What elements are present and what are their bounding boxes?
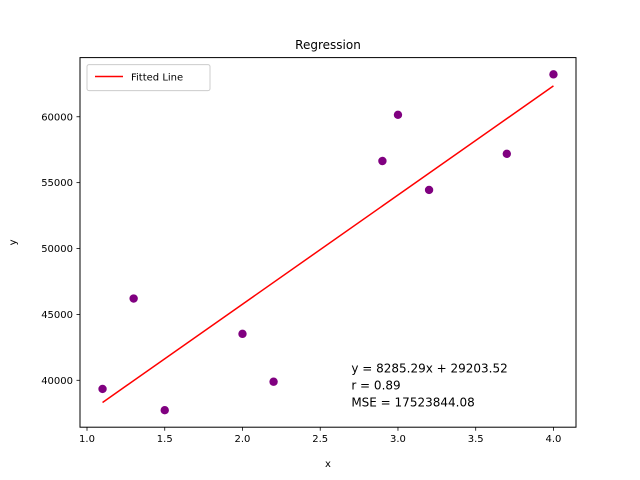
x-tick-label: 3.5 bbox=[468, 434, 484, 445]
scatter-point bbox=[238, 329, 247, 339]
y-axis: 40000 45000 50000 55000 60000 bbox=[41, 112, 80, 387]
x-tick-label: 2.5 bbox=[312, 434, 328, 445]
annotation-r: r = 0.89 bbox=[351, 379, 400, 393]
x-tick-label: 1.0 bbox=[79, 434, 95, 445]
y-tick-label: 45000 bbox=[41, 310, 73, 321]
x-tick-label: 2.0 bbox=[235, 434, 251, 445]
scatter-point bbox=[393, 110, 403, 119]
scatter-point bbox=[98, 384, 107, 394]
scatter-point bbox=[160, 405, 169, 415]
y-tick-label: 50000 bbox=[41, 244, 73, 255]
annotation-mse: MSE = 17523844.08 bbox=[351, 396, 474, 410]
plot-area bbox=[98, 70, 558, 415]
y-tick-label: 60000 bbox=[41, 112, 73, 123]
legend: Fitted Line bbox=[86, 64, 211, 92]
y-tick-label: 55000 bbox=[41, 178, 73, 189]
y-axis-label: y bbox=[8, 239, 19, 245]
legend-box bbox=[86, 64, 211, 92]
x-tick-label: 3.0 bbox=[390, 434, 406, 445]
fitted-line bbox=[102, 85, 554, 404]
regression-annotation: y = 8285.29x + 29203.52 r = 0.89 MSE = 1… bbox=[351, 362, 507, 410]
scatter-point bbox=[502, 149, 512, 159]
annotation-equation: y = 8285.29x + 29203.52 bbox=[351, 362, 507, 376]
axes-frame bbox=[79, 57, 577, 428]
scatter-point bbox=[129, 294, 138, 303]
scatter-point bbox=[378, 156, 387, 166]
x-tick-label: 4.0 bbox=[546, 434, 562, 445]
x-tick-label: 1.5 bbox=[157, 434, 173, 445]
scatter-point bbox=[549, 70, 558, 79]
y-tick-label: 40000 bbox=[41, 376, 73, 387]
chart-title: Regression bbox=[295, 38, 361, 52]
x-axis-label: x bbox=[325, 459, 331, 470]
scatter-point bbox=[424, 185, 434, 195]
legend-label-fitted-line: Fitted Line bbox=[131, 73, 183, 84]
scatter-point bbox=[269, 377, 278, 386]
x-axis: 1.0 1.5 2.0 2.5 3.0 3.5 4.0 bbox=[79, 427, 561, 445]
